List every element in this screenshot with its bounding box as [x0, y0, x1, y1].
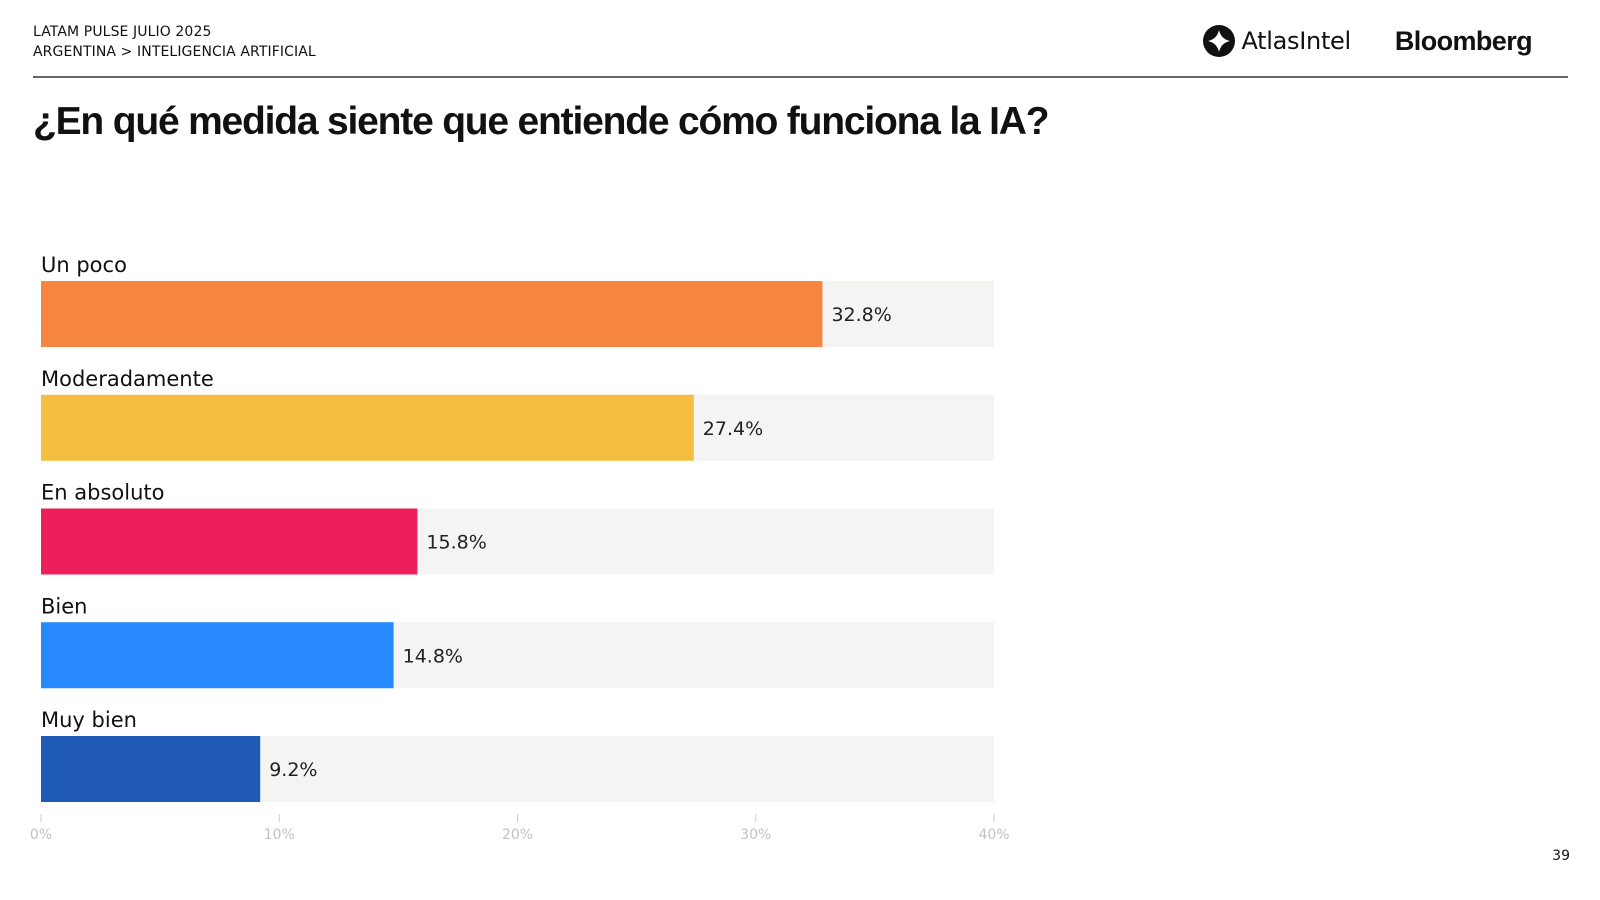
bloomberg-logo: Bloomberg	[1394, 25, 1533, 56]
atlasintel-logo: AtlasIntel	[1203, 25, 1351, 57]
report-name: LATAM PULSE JULIO 2025	[33, 24, 212, 40]
report-header: LATAM PULSE JULIO 2025 ARGENTINA > INTEL…	[33, 22, 316, 62]
bar	[41, 736, 261, 802]
tick-label: 40%	[978, 827, 1009, 843]
value-label: 15.8%	[426, 532, 486, 554]
value-label: 32.8%	[831, 304, 891, 326]
category-label: Moderadamente	[41, 367, 214, 391]
tick-label: 0%	[30, 827, 52, 843]
bar	[41, 622, 394, 689]
header-divider	[33, 76, 1568, 78]
logo-bar: AtlasIntel Bloomberg	[1203, 20, 1533, 62]
value-label: 14.8%	[403, 645, 463, 667]
page-number: 39	[1552, 848, 1570, 864]
chart-title: ¿En qué medida siente que entiende cómo …	[33, 100, 1050, 143]
category-label: Bien	[41, 594, 87, 618]
breadcrumb: ARGENTINA > INTELIGENCIA ARTIFICIAL	[33, 44, 316, 60]
bar	[41, 394, 694, 461]
category-label: Un poco	[41, 253, 127, 277]
tick-label: 30%	[740, 827, 771, 843]
atlasintel-wordmark: AtlasIntel	[1241, 27, 1351, 55]
bar-chart: Un poco 32.8% Moderadamente 27.4% En absolut…	[30, 253, 1010, 843]
tick-label: 20%	[502, 827, 533, 843]
atlasintel-mark-icon	[1203, 25, 1236, 57]
category-label: Muy bien	[41, 708, 137, 732]
bar	[41, 281, 823, 347]
tick-label: 10%	[264, 827, 295, 843]
value-label: 27.4%	[703, 418, 763, 440]
value-label: 9.2%	[269, 759, 317, 781]
bar	[41, 508, 418, 575]
category-label: En absoluto	[41, 481, 164, 505]
